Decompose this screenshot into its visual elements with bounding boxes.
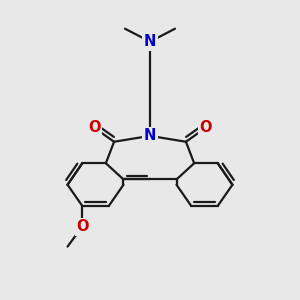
Text: O: O (88, 120, 100, 135)
Text: N: N (144, 34, 156, 49)
Text: N: N (144, 128, 156, 143)
Text: O: O (76, 219, 88, 234)
Text: O: O (200, 120, 212, 135)
